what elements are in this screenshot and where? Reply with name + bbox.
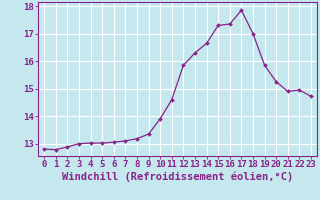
X-axis label: Windchill (Refroidissement éolien,°C): Windchill (Refroidissement éolien,°C) xyxy=(62,172,293,182)
